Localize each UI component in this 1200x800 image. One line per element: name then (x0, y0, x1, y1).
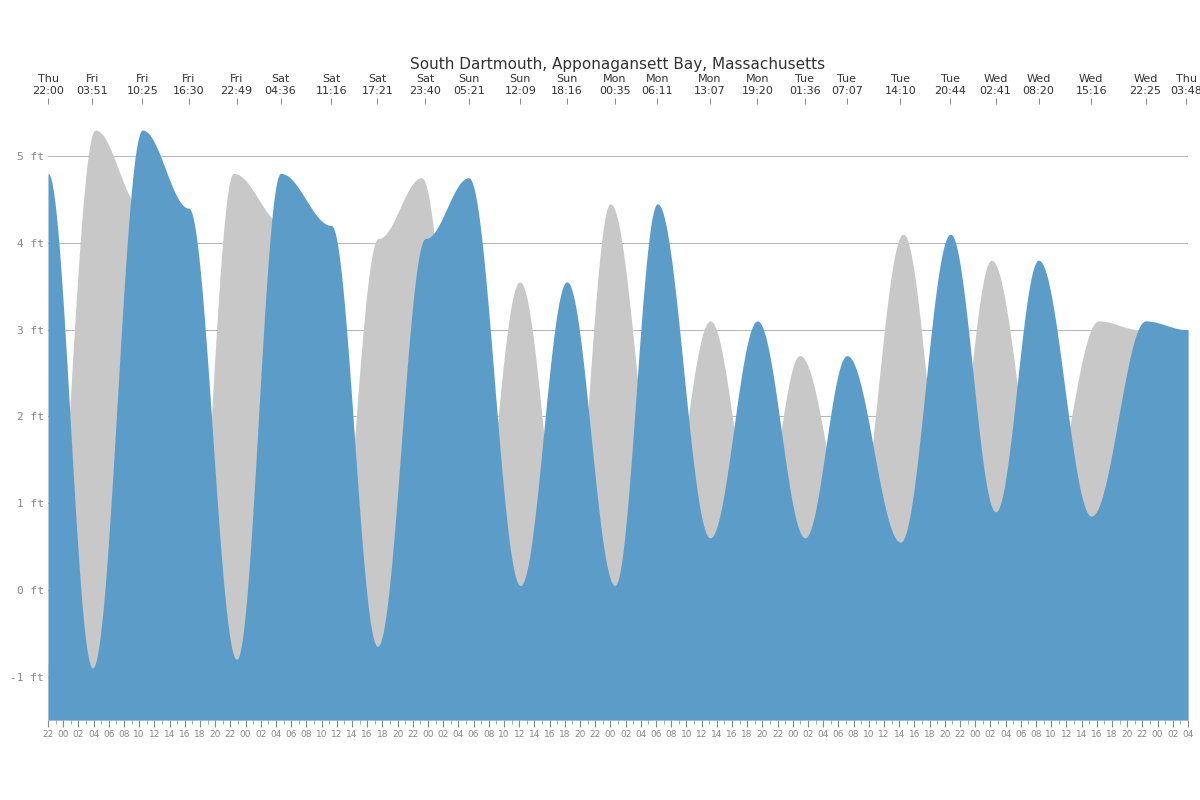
Title: South Dartmouth, Apponagansett Bay, Massachusetts: South Dartmouth, Apponagansett Bay, Mass… (410, 57, 826, 71)
